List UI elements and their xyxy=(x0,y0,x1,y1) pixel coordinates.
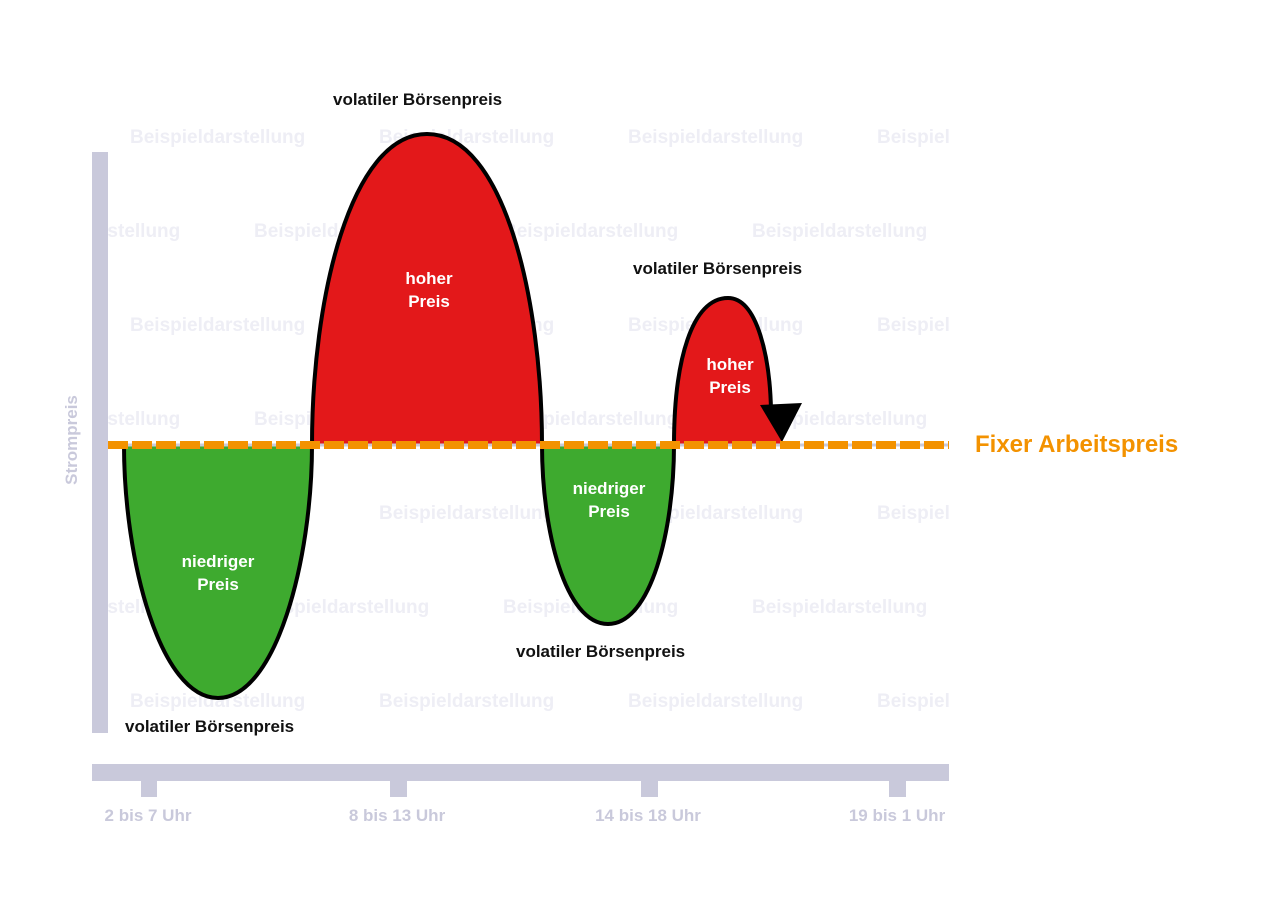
lobe-4-label: hoher Preis xyxy=(706,353,753,399)
x-tick-label-2: 8 bis 13 Uhr xyxy=(348,806,446,825)
lobe-2-caption: volatiler Börsenpreis xyxy=(333,90,503,109)
watermark-text: Beispieldarstellung xyxy=(503,221,679,242)
watermark-text: Beispieldarstellung xyxy=(628,127,804,148)
lobe-3-label: niedriger Preis xyxy=(573,477,646,523)
x-tick-2 xyxy=(390,781,407,797)
y-axis-label: Strompreis xyxy=(62,395,81,485)
watermark-text: Beispieldarstellung xyxy=(628,691,804,712)
fixed-price-label: Fixer Arbeitspreis xyxy=(975,431,1179,458)
watermark-text: Beispieldarstellung xyxy=(108,409,181,430)
lobe-2-label: hoher Preis xyxy=(405,267,452,313)
low-price-lobe-1 xyxy=(124,445,312,698)
lobe-2-label-line1: hoher xyxy=(405,269,453,288)
watermark-layer: Beispieldarstellung Beispieldarstellung Be… xyxy=(108,100,949,740)
watermark-text: Beispieldarstellung xyxy=(752,597,928,618)
watermark-text: Beispieldarstellung xyxy=(130,127,306,148)
watermark-text: Beispieldarstellung xyxy=(379,691,555,712)
watermark-text: Beispieldarstellung xyxy=(877,315,949,336)
watermark-text: Beispieldarstellung xyxy=(877,127,949,148)
x-tick-4 xyxy=(889,781,906,797)
watermark-text: Beispieldarstellung xyxy=(752,221,928,242)
low-price-lobe-2 xyxy=(542,445,674,624)
high-price-lobe-1-outline xyxy=(310,131,544,446)
lobe-2-label-line2: Preis xyxy=(408,292,450,311)
watermark-text: Beispieldarstellung xyxy=(877,503,949,524)
watermark-text: Beispieldarstellung xyxy=(130,315,306,336)
x-tick-label-1: 2 bis 7 Uhr xyxy=(104,806,192,825)
watermark-text: Beispieldarstellung xyxy=(503,409,679,430)
x-tick-label-3: 14 bis 18 Uhr xyxy=(595,806,701,825)
high-price-lobe-2-outline xyxy=(672,295,773,446)
lobe-1-label-line2: Preis xyxy=(197,575,239,594)
x-tick-label-4: 19 bis 1 Uhr xyxy=(848,806,946,825)
low-price-lobe-2-outline xyxy=(540,444,676,627)
lobe-4-label-line1: hoher xyxy=(706,355,754,374)
watermark-text: Beispieldarstellung xyxy=(108,221,181,242)
high-price-lobe-1 xyxy=(312,134,542,445)
lobe-4-caption: volatiler Börsenpreis xyxy=(633,259,803,278)
watermark-text: Beispieldarstellung xyxy=(254,597,430,618)
lobe-3-label-line1: niedriger xyxy=(572,479,646,498)
watermark-text: Beispieldarstellung xyxy=(379,503,555,524)
lobe-1-label-line1: niedriger xyxy=(181,552,255,571)
lobe-1-label: niedriger Preis xyxy=(182,550,255,596)
lobe-4-label-line2: Preis xyxy=(709,378,751,397)
x-axis-bar xyxy=(92,764,949,781)
x-tick-3 xyxy=(641,781,658,797)
arrowhead-icon xyxy=(760,403,802,442)
lobe-3-caption: volatiler Börsenpreis xyxy=(516,642,686,661)
lobe-3-label-line2: Preis xyxy=(588,502,630,521)
lobe-1-caption: volatiler Börsenpreis xyxy=(125,717,295,736)
watermark-text: Beispieldarstellung xyxy=(877,691,949,712)
high-price-lobe-2 xyxy=(674,298,782,445)
low-price-lobe-1-outline xyxy=(122,444,314,701)
y-axis-bar xyxy=(92,152,108,733)
x-tick-1 xyxy=(141,781,157,797)
watermark-text: Beispieldarstellung xyxy=(130,691,306,712)
